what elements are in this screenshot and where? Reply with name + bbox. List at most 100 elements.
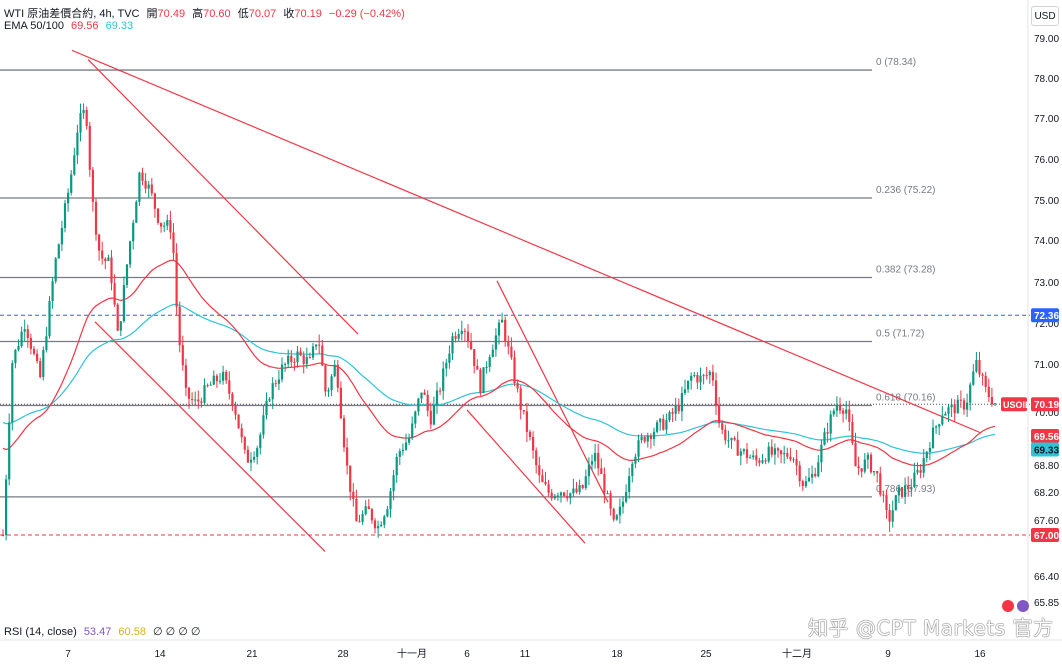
candle-body (485, 366, 488, 368)
ema50-value: 69.56 (71, 20, 99, 32)
usoil-tag-bg (1001, 397, 1027, 412)
candle-body (284, 363, 287, 365)
candle-body (305, 357, 308, 364)
candle-body (488, 357, 491, 367)
candle-body (17, 346, 20, 350)
candle-body (857, 466, 860, 469)
candle-body (916, 470, 919, 473)
candle-body (302, 355, 305, 364)
trendline-0 (71, 49, 981, 434)
price-tick-7: 72.00 (1034, 319, 1059, 330)
candle-body (70, 174, 73, 193)
candle-body (842, 410, 845, 414)
fib-levels: 0 (78.34) 0.236 (75.22) 0.382 (73.28) 0.5 (… (0, 57, 1030, 536)
candle-body (811, 473, 814, 478)
candle-body (181, 345, 184, 366)
price-tick-12: 67.60 (1034, 516, 1059, 527)
price-tick-10: 68.80 (1034, 461, 1059, 472)
candle-body (364, 506, 367, 515)
candle-body (113, 283, 116, 305)
fib-label-2: 0.382 (73.28) (876, 265, 936, 276)
candle-body (736, 439, 739, 456)
ohlc-change: −0.29 (−0.42%) (328, 8, 405, 20)
candle-body (63, 203, 67, 228)
currency-button[interactable]: USD (1031, 6, 1059, 26)
candle-body (411, 423, 414, 438)
candle-body (848, 409, 851, 422)
candle-body (683, 389, 687, 394)
candle-body (476, 365, 479, 370)
candle-body (373, 520, 377, 529)
trendline-4 (466, 409, 586, 544)
candle-body (150, 184, 153, 194)
candle-body (888, 510, 891, 522)
candle-body (57, 244, 60, 259)
candle-body (116, 304, 119, 331)
candle-body (20, 331, 23, 347)
candle-body (615, 515, 618, 520)
candle-body (414, 411, 417, 424)
candle-body (497, 322, 501, 336)
candle-body (761, 460, 764, 463)
candle-body (299, 351, 302, 356)
candle-body (454, 336, 457, 339)
candle-body (532, 436, 535, 451)
candle-body (442, 368, 445, 391)
candle-body (780, 450, 783, 455)
rsi-value-2: 60.58 (118, 626, 146, 638)
candle-body (708, 371, 711, 376)
candle-body (88, 125, 91, 170)
candle-body (212, 375, 215, 385)
candle-body (993, 403, 997, 405)
candle-body (187, 387, 191, 399)
candle-body (271, 383, 274, 400)
candle-body (783, 453, 786, 455)
candle-body (23, 329, 26, 332)
time-tick-0: 7 (65, 649, 71, 660)
candle-body (807, 477, 811, 482)
candle-body (135, 201, 138, 223)
candle-body (851, 421, 854, 443)
badge-67-00: 67.00 (1034, 531, 1059, 542)
candle-body (262, 415, 265, 435)
candle-body (823, 432, 826, 445)
time-tick-8: 25 (700, 649, 712, 660)
watermark: 知乎 @CPT Markets 官方 (808, 616, 1054, 640)
candle-body (125, 264, 129, 286)
candle-body (879, 473, 882, 495)
ema100-value: 69.33 (105, 20, 134, 32)
candle-body (479, 369, 482, 393)
candle-body (194, 399, 197, 401)
candle-body (925, 451, 928, 459)
candle-body (39, 361, 42, 377)
candle-body (268, 399, 271, 401)
candle-body (801, 481, 804, 487)
candle-body (739, 451, 742, 456)
candle-body (835, 405, 838, 411)
candle-body (274, 383, 277, 385)
candle-body (1, 535, 5, 536)
candle-body (609, 493, 612, 509)
candle-body (714, 380, 718, 406)
candle-body (504, 319, 507, 342)
candle-body (625, 491, 628, 502)
candle-body (984, 375, 987, 387)
candle-body (829, 414, 832, 434)
candle-body (749, 457, 752, 459)
badge-ema100-bg (1031, 442, 1059, 457)
candle-body (460, 330, 463, 335)
candle-body (26, 329, 29, 338)
candle-body (324, 365, 327, 392)
candle-body (594, 452, 597, 462)
time-tick-2: 21 (246, 649, 258, 660)
candle-body (544, 481, 547, 485)
candle-body (203, 385, 206, 403)
candle-body (98, 234, 101, 251)
candle-body (966, 402, 969, 410)
candle-body (863, 459, 866, 472)
candle-body (48, 300, 51, 337)
candle-body (287, 355, 290, 364)
candle-body (699, 375, 702, 383)
ohlc-close: 70.19 (294, 8, 322, 20)
